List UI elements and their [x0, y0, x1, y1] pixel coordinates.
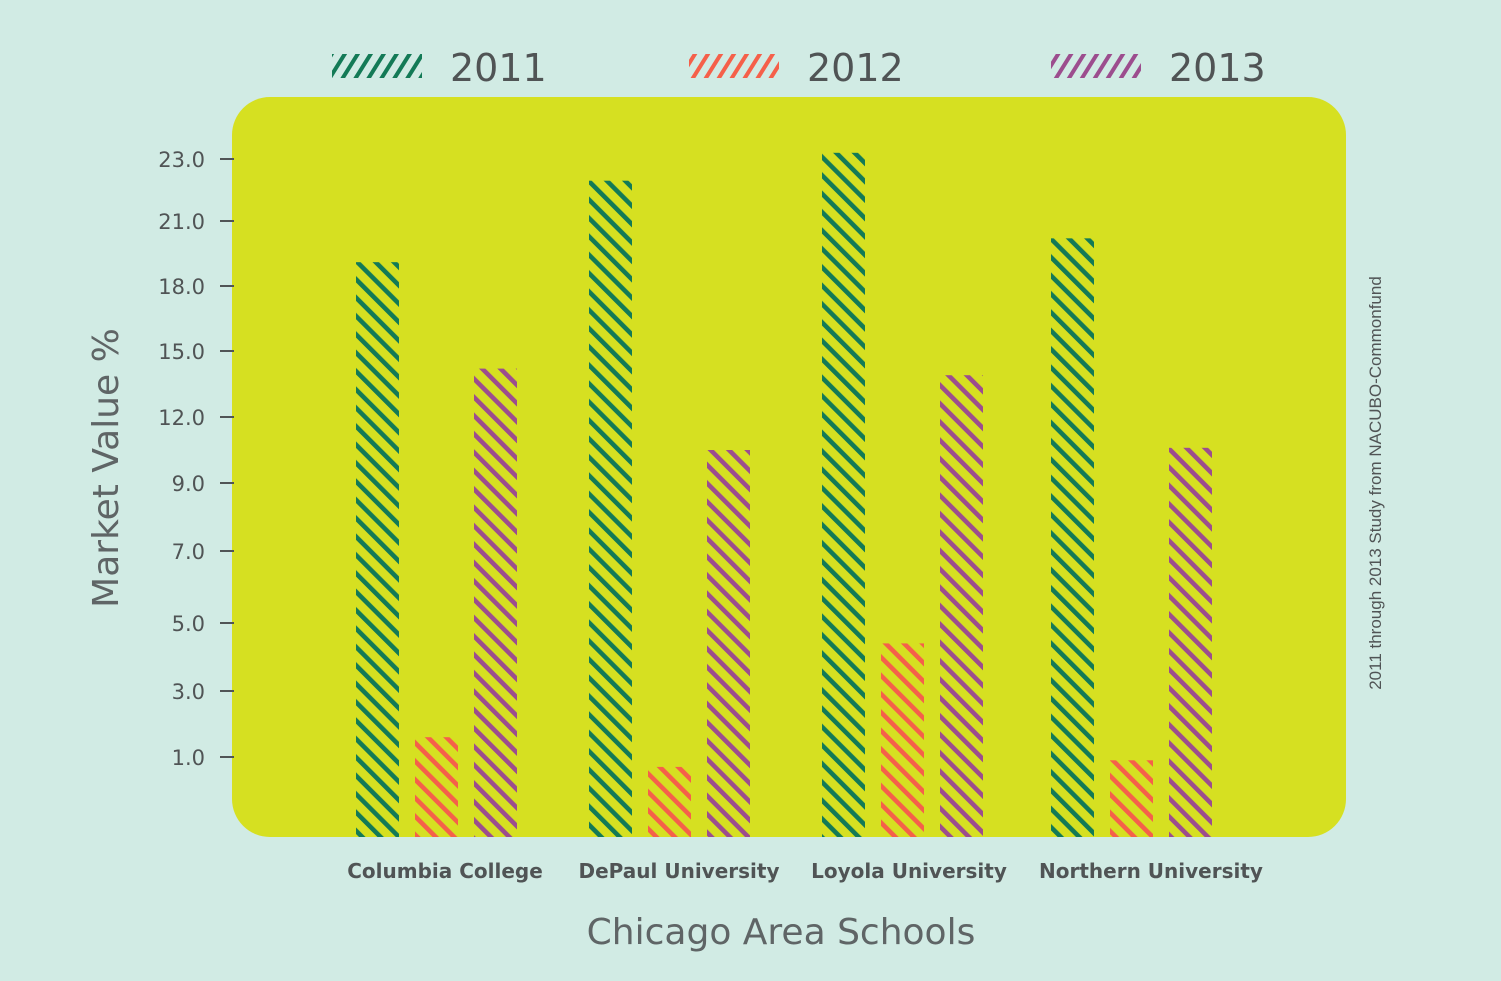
bar-2013-1 [707, 450, 750, 837]
x-category-label: Columbia College [347, 859, 543, 883]
bar-2013-2 [940, 375, 983, 837]
legend-label-2013: 2013 [1169, 46, 1266, 90]
bar-2011-2 [822, 152, 865, 838]
y-axis-ticks: 1.0 3.0 5.0 7.0 9.0 12.0 15.0 18.0 21.0 23.0 [158, 148, 234, 770]
x-axis-title: Chicago Area Schools [587, 912, 976, 953]
bar-2012-1 [648, 766, 691, 837]
bar-2011-1 [589, 180, 632, 837]
bar-2012-2 [881, 643, 924, 837]
y-tick-label: 15.0 [158, 340, 205, 364]
bar-2012-3 [1110, 760, 1153, 837]
y-tick-label: 21.0 [158, 210, 205, 234]
y-tick-label: 18.0 [158, 275, 205, 299]
legend-label-2012: 2012 [807, 46, 904, 90]
y-tick-label: 1.0 [172, 746, 205, 770]
bar-2013-0 [474, 368, 517, 837]
y-tick-label: 3.0 [172, 680, 205, 704]
x-category-label: Loyola University [811, 859, 1007, 883]
legend-label-2011: 2011 [450, 46, 547, 90]
source-note: 2011 through 2013 Study from NACUBO-Comm… [1366, 276, 1385, 690]
bars [356, 152, 1212, 838]
legend-swatch-2012 [689, 54, 779, 78]
bar-2011-0 [356, 262, 399, 838]
bar-2011-3 [1051, 238, 1094, 838]
y-axis-title: Market Value % [86, 328, 127, 608]
x-axis-labels: Columbia College DePaul University Loyola … [347, 859, 1263, 883]
y-tick-label: 9.0 [172, 472, 205, 496]
legend-swatch-2013 [1051, 54, 1141, 78]
y-tick-label: 23.0 [158, 148, 205, 172]
legend: 2011 2012 2013 [332, 46, 1266, 90]
y-tick-label: 7.0 [172, 540, 205, 564]
y-tick-label: 5.0 [172, 612, 205, 636]
legend-swatch-2011 [332, 54, 422, 78]
bar-2012-0 [415, 737, 458, 837]
x-category-label: Northern University [1039, 859, 1263, 883]
bar-2013-3 [1169, 447, 1212, 837]
x-category-label: DePaul University [579, 859, 780, 883]
y-tick-label: 12.0 [158, 406, 205, 430]
